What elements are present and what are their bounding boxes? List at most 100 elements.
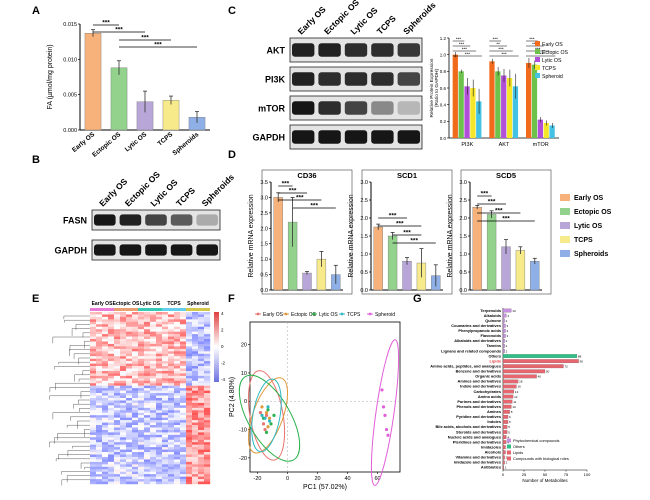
heat-cell [126,319,133,323]
scale-label: 2 [221,328,224,333]
heat-cell [126,334,133,337]
heat-cell [198,348,205,352]
dendrogram-branch [52,412,90,420]
heat-cell [192,447,199,450]
sig-label: *** [495,208,503,215]
col-group-bar [114,308,138,311]
heat-cell [144,407,151,411]
heat-cell [144,375,151,379]
heat-cell [168,398,175,401]
heat-cell [132,312,139,315]
heat-cell [192,410,199,413]
heat-cell [126,452,133,455]
heat-cell [114,439,121,443]
heat-cell [168,395,175,399]
sig-label: *** [481,191,489,198]
heat-cell [96,346,103,350]
heat-cell [174,388,181,391]
dendrogram-branch [79,408,90,412]
heat-cell [132,343,139,347]
heat-cell [162,444,169,448]
heat-cell [174,454,181,458]
heat-cell [114,319,121,323]
y-tick-label: 0.010 [63,57,77,63]
heat-cell [204,479,211,482]
heat-cell [168,415,175,418]
heat-cell [204,415,211,418]
heat-cell [120,415,127,418]
lane-label: Spheroids [401,0,438,36]
heat-cell [204,420,211,423]
heat-cell [180,454,187,458]
heat-cell [204,314,211,318]
heat-cell [156,395,163,399]
heat-cell [192,368,199,372]
heat-cell [90,444,97,448]
heat-cell [144,432,151,436]
sig-label: *** [456,37,462,42]
value-label: 72 [564,364,568,368]
bar-tcps [162,100,180,131]
heat-cell [114,466,121,470]
heat-cell [192,314,199,318]
heat-cell [132,336,139,340]
heat-cell [174,474,181,477]
heat-cell [114,464,121,467]
heat-cell [120,378,127,381]
heat-cell [138,454,145,458]
heat-cell [150,331,157,335]
bar-ectopic-os [387,235,398,291]
heat-cell [168,319,175,323]
heat-cell [114,459,121,463]
heat-cell [192,474,199,477]
heat-cell [102,316,109,320]
y-tick-label: 2.5 [360,198,368,204]
heat-cell [186,378,193,381]
heat-cell [126,459,133,463]
heat-cell [120,461,127,465]
dendrogram-branch [57,433,90,441]
heat-cell [96,466,103,470]
heat-cell [174,447,181,450]
category-label: Amines and derivatives [458,379,501,384]
y-tick-label: 0.2 [440,119,447,124]
legend-swatch [560,236,570,243]
heat-cell [120,449,127,453]
heat-cell [150,321,157,325]
heat-cell [144,329,151,332]
heat-cell [162,425,169,428]
heat-cell [150,316,157,320]
heat-cell [96,464,103,467]
heat-cell [114,353,121,357]
heat-cell [156,471,163,475]
bar-early-os [273,197,283,291]
heat-cell [138,324,145,327]
heat-cell [114,452,121,455]
bar-early-os [84,32,102,131]
heat-cell [174,471,181,475]
group-ellipse [251,378,282,453]
heat-cell [132,368,139,372]
heat-cell [102,459,109,463]
hbar [502,414,509,419]
x-tick-label: Spheroids [171,131,200,157]
heat-cell [162,420,169,423]
heat-cell [198,442,205,445]
dendrogram-branch [84,341,90,349]
heat-cell [144,316,151,320]
heat-cell [156,351,163,354]
heat-cell [192,326,199,330]
pca-point [263,416,267,420]
category-label: Tannins [486,343,501,348]
heat-cell [150,393,157,396]
heat-cell [108,329,115,332]
heat-cell [102,339,109,342]
heat-cell [156,356,163,359]
heat-cell [90,348,97,352]
heat-cell [174,353,181,357]
heat-cell [168,378,175,381]
heat-cell [120,366,127,369]
dendrogram-branch [77,420,90,429]
heat-cell [132,471,139,475]
